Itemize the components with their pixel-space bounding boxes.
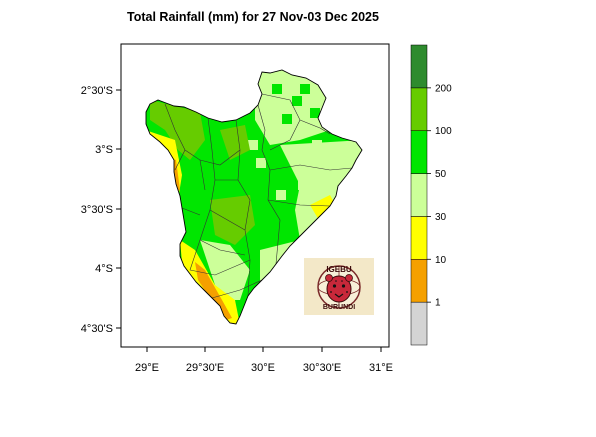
province-boundary <box>181 207 201 216</box>
colorbar-swatch <box>410 216 428 260</box>
igebu-logo: IGEBU BURUNDI <box>304 258 374 315</box>
rain-cell-30-50 <box>298 180 308 190</box>
map-title: Total Rainfall (mm) for 27 Nov-03 Dec 20… <box>127 10 379 24</box>
province-boundary <box>199 149 241 166</box>
colorbar-swatch <box>410 87 428 131</box>
province-boundary <box>189 117 216 271</box>
colorbar-label: 10 <box>435 255 447 266</box>
colorbar-label: 200 <box>435 83 452 94</box>
rain-class-100-200 <box>150 100 205 160</box>
rain-cell-50-100 <box>272 84 282 94</box>
logo-text-bottom: BURUNDI <box>323 304 355 311</box>
rain-cell-30-50 <box>312 140 322 150</box>
province-boundary <box>267 199 331 207</box>
rain-cell-30-50 <box>340 150 350 160</box>
rain-cell-50-100 <box>282 114 292 124</box>
country-outline <box>145 69 363 325</box>
colorbar-label: 50 <box>435 169 447 180</box>
colorbar-label: 100 <box>435 126 452 137</box>
colorbar-label: 30 <box>435 212 447 223</box>
x-tick-label: 30°30'E <box>303 362 341 374</box>
rain-cell-30-50 <box>256 158 266 168</box>
leopard-head-icon <box>325 274 353 303</box>
colorbar: 1 10 30 50 100 200 <box>410 44 452 346</box>
colorbar-swatch <box>410 44 428 89</box>
x-tick-label: 29°E <box>135 362 159 374</box>
rain-cell-50-100 <box>310 108 320 118</box>
rain-cell-30-50 <box>292 150 302 160</box>
x-axis: 29°E 29°30'E 30°E 30°30'E 31°E <box>135 347 393 374</box>
rain-class-100-200 <box>220 125 250 160</box>
rain-cell-50-100 <box>292 96 302 106</box>
province-boundary <box>199 239 246 256</box>
rain-class-1-10 <box>195 262 232 320</box>
colorbar-swatch <box>410 130 428 174</box>
colorbar-label: 1 <box>435 298 441 309</box>
x-tick-label: 31°E <box>369 362 393 374</box>
province-boundary <box>299 119 331 135</box>
province-boundary <box>211 279 263 299</box>
province-boundary <box>269 164 353 171</box>
rain-cell-30-50 <box>316 170 326 180</box>
rain-cell-30-50 <box>300 118 310 128</box>
rain-cell-30-50 <box>268 128 278 138</box>
y-tick-label: 4°30'S <box>81 323 113 335</box>
x-tick-label: 30°E <box>251 362 275 374</box>
y-tick-label: 3°S <box>95 144 113 156</box>
x-tick-label: 29°30'E <box>186 362 224 374</box>
rain-cell-30-50 <box>304 160 314 170</box>
rain-class-100-200 <box>210 195 255 245</box>
y-tick-label: 2°30'S <box>81 85 113 97</box>
y-axis: 2°30'S 3°S 3°30'S 4°S 4°30'S <box>81 85 121 335</box>
y-tick-label: 4°S <box>95 263 113 275</box>
province-boundary <box>174 149 186 171</box>
rain-cell-30-50 <box>276 190 286 200</box>
colorbar-swatch <box>410 301 428 346</box>
rain-cell-30-50 <box>248 140 258 150</box>
y-tick-label: 3°30'S <box>81 204 113 216</box>
colorbar-swatch <box>410 259 428 303</box>
province-boundary <box>189 259 251 276</box>
rain-class-10-30 <box>310 195 338 222</box>
logo-text-top: IGEBU <box>326 265 352 274</box>
rain-cell-50-100 <box>300 84 310 94</box>
province-boundaries <box>164 93 353 299</box>
colorbar-swatch <box>410 173 428 217</box>
province-boundary <box>209 209 246 231</box>
rain-cell-30-50 <box>328 180 338 190</box>
rain-class-30-50 <box>200 240 250 300</box>
